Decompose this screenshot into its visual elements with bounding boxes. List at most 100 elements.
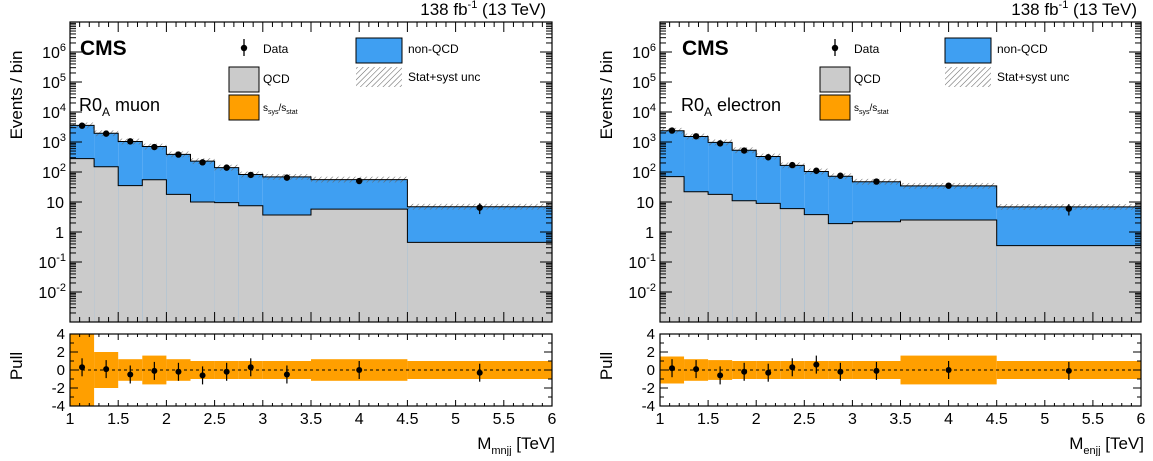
x-tick-label: 5 bbox=[451, 411, 460, 428]
pull-tick-label: 2 bbox=[647, 344, 655, 361]
y-tick-label: 106 bbox=[632, 42, 656, 62]
x-tick-label: 3 bbox=[848, 411, 857, 428]
x-tick-label: 5.5 bbox=[1082, 411, 1104, 428]
pull-point bbox=[199, 372, 206, 379]
pull-point bbox=[151, 367, 158, 374]
pull-plot-area bbox=[70, 334, 552, 406]
data-point bbox=[692, 133, 700, 140]
data-point bbox=[127, 138, 134, 145]
pull-point bbox=[175, 368, 182, 375]
y-tick-label: 104 bbox=[42, 102, 66, 122]
pull-point bbox=[717, 372, 724, 379]
y-tick-label: 10 bbox=[636, 195, 654, 212]
main-plot-area bbox=[70, 122, 552, 322]
legend-unc-swatch bbox=[356, 67, 402, 87]
y-tick-label: 10-2 bbox=[38, 282, 66, 302]
pull-tick-label: -4 bbox=[642, 398, 655, 415]
main-plot-area bbox=[660, 127, 1141, 322]
y-tick-label: 1 bbox=[55, 225, 64, 242]
y-tick-label: 1 bbox=[645, 225, 654, 242]
y-tick-label: 10-2 bbox=[628, 282, 656, 302]
pull-point bbox=[1065, 367, 1072, 374]
pull-point bbox=[669, 365, 676, 372]
pull-point bbox=[765, 369, 772, 376]
x-tick-label: 1.5 bbox=[697, 411, 719, 428]
qcd-bar bbox=[190, 202, 215, 322]
pull-point bbox=[813, 361, 820, 368]
data-point bbox=[837, 172, 844, 179]
y-tick-label: 103 bbox=[632, 132, 656, 152]
y-tick-label: 10-1 bbox=[628, 252, 656, 272]
legend: Data non-QCD QCD Stat+syst unc ssys/ssta… bbox=[819, 37, 1069, 121]
data-point bbox=[78, 122, 86, 129]
lumi-label: 138 fb-1 (13 TeV) bbox=[420, 0, 546, 19]
pull-axis-title: Pull bbox=[597, 352, 616, 380]
data-point bbox=[151, 143, 158, 151]
legend-nonqcd-label: non-QCD bbox=[408, 42, 459, 56]
pull-point bbox=[356, 367, 363, 373]
qcd-bar bbox=[828, 223, 853, 322]
legend-qcd-swatch bbox=[819, 66, 851, 93]
legend-ratio-swatch bbox=[228, 94, 260, 121]
x-tick-label: 5.5 bbox=[493, 411, 515, 428]
qcd-bar bbox=[660, 176, 685, 322]
qcd-bar bbox=[118, 185, 143, 322]
pull-point bbox=[789, 364, 796, 371]
x-tick-label: 3.5 bbox=[889, 411, 911, 428]
y-tick-label: 103 bbox=[42, 132, 66, 152]
legend-data-marker bbox=[831, 44, 839, 52]
pull-point bbox=[283, 371, 290, 378]
panel-muon: 10-2 10-1 1 10 102 103 104 105 106 1 1.5 2 2.5 3 3.5 4… bbox=[7, 0, 557, 457]
data-point bbox=[199, 159, 206, 166]
legend-qcd-label: QCD bbox=[263, 72, 290, 86]
pull-plot-area bbox=[660, 355, 1141, 385]
data-point bbox=[356, 177, 363, 185]
x-tick-label: 6 bbox=[1137, 411, 1146, 428]
pull-point bbox=[79, 364, 86, 371]
y-tick-label: 104 bbox=[632, 102, 656, 122]
data-point bbox=[247, 171, 254, 179]
pull-point bbox=[873, 367, 880, 374]
region-label: R0A electron bbox=[681, 95, 781, 119]
x-tick-label: 1 bbox=[66, 411, 75, 428]
data-point bbox=[1065, 205, 1073, 212]
pull-tick-label: 0 bbox=[57, 362, 65, 379]
x-tick-label: 3.5 bbox=[300, 411, 322, 428]
pull-tick-label: 0 bbox=[647, 362, 655, 379]
legend-unc-label: Stat+syst unc bbox=[997, 70, 1069, 84]
qcd-bar bbox=[94, 166, 119, 322]
x-tick-label: 4 bbox=[944, 411, 953, 428]
qcd-bar bbox=[214, 202, 239, 322]
pull-tick-label: 4 bbox=[57, 326, 65, 343]
legend-data-marker bbox=[240, 44, 248, 52]
legend-unc-label: Stat+syst unc bbox=[408, 70, 480, 84]
data-point bbox=[102, 130, 110, 137]
qcd-bar bbox=[804, 214, 829, 322]
data-point bbox=[740, 147, 748, 154]
lumi-label: 138 fb-1 (13 TeV) bbox=[1011, 0, 1137, 19]
legend-ratio-label: ssys/sstat bbox=[263, 103, 298, 116]
y-tick-label: 106 bbox=[42, 42, 66, 62]
qcd-bar bbox=[262, 214, 311, 322]
x-tick-label: 6 bbox=[548, 411, 557, 428]
pull-point bbox=[837, 368, 844, 375]
data-point bbox=[873, 178, 880, 185]
pull-axis-title: Pull bbox=[7, 352, 26, 380]
qcd-bar bbox=[708, 194, 733, 322]
y-axis-title: Events / bin bbox=[597, 51, 616, 140]
pull-tick-label: -2 bbox=[642, 380, 655, 397]
qcd-bar bbox=[407, 242, 552, 322]
data-point bbox=[765, 154, 772, 161]
y-tick-label: 105 bbox=[42, 72, 66, 92]
y-tick-label: 105 bbox=[632, 72, 656, 92]
x-tick-label: 4.5 bbox=[986, 411, 1008, 428]
pull-tick-label: -4 bbox=[52, 398, 65, 415]
legend-qcd-label: QCD bbox=[854, 72, 881, 86]
data-point bbox=[283, 174, 291, 181]
qcd-bar bbox=[684, 191, 709, 322]
data-point bbox=[789, 161, 796, 169]
pull-tick-label: -2 bbox=[52, 380, 65, 397]
x-tick-label: 3 bbox=[258, 411, 267, 428]
